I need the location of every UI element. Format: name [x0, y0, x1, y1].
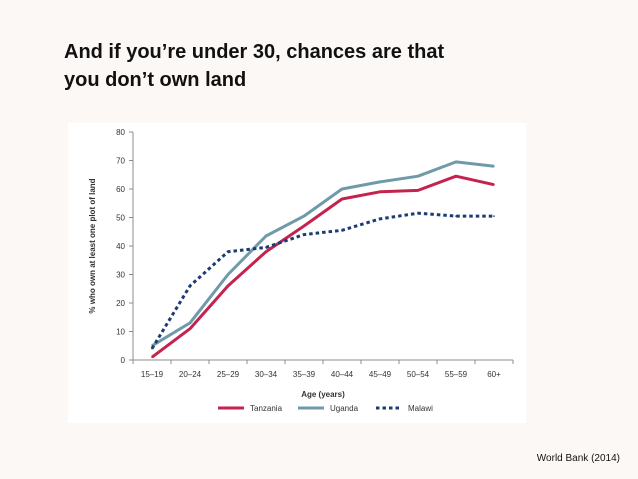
- data-point-uganda: [341, 188, 343, 190]
- data-point-tanzania: [303, 225, 305, 227]
- y-tick-label: 0: [121, 356, 126, 365]
- x-tick-label: 20–24: [179, 370, 202, 379]
- y-tick-label: 80: [116, 128, 125, 137]
- data-point-uganda: [455, 161, 457, 163]
- data-point-uganda: [189, 322, 191, 324]
- data-point-uganda: [303, 215, 305, 217]
- chart-panel: 0 10 20 30 40 50 60 70 80 15–19 20–24 25–29 30–34 35–…: [68, 123, 526, 423]
- x-tick-label: 50–54: [407, 370, 430, 379]
- data-point-uganda: [417, 175, 419, 177]
- y-tick-label: 40: [116, 242, 125, 251]
- data-point-tanzania: [151, 356, 153, 358]
- x-tick-label: 45–49: [369, 370, 392, 379]
- x-tick-label: 30–34: [255, 370, 278, 379]
- y-tick-label: 50: [116, 214, 125, 223]
- data-point-uganda: [265, 235, 267, 237]
- series-line-uganda: [151, 160, 495, 348]
- x-tick-label: 15–19: [141, 370, 164, 379]
- land-ownership-line-chart: 0 10 20 30 40 50 60 70 80 15–19 20–24 25–29 30–34 35–…: [88, 128, 514, 413]
- x-tick-label: 55–59: [445, 370, 468, 379]
- data-point-malawi: [265, 246, 267, 249]
- legend-label-malawi: Malawi: [408, 404, 433, 413]
- slide-title-line-2: you don’t own land: [64, 69, 247, 91]
- data-point-uganda: [227, 273, 229, 276]
- series-line-malawi: [150, 211, 494, 350]
- x-tick-label: 35–39: [293, 370, 316, 379]
- y-tick-label: 10: [116, 328, 125, 337]
- data-point-malawi: [493, 215, 495, 217]
- data-point-malawi: [379, 218, 381, 220]
- data-point-malawi: [417, 212, 419, 215]
- data-point-malawi: [303, 233, 305, 236]
- legend-label-uganda: Uganda: [330, 404, 359, 413]
- y-tick-label: 70: [116, 157, 125, 166]
- data-point-tanzania: [455, 175, 457, 177]
- slide-title-line-1: And if you’re under 30, chances are that: [64, 41, 445, 63]
- y-tick-label: 30: [116, 271, 125, 280]
- data-point-tanzania: [227, 285, 229, 287]
- data-point-malawi: [455, 215, 457, 217]
- source-citation: World Bank (2014): [536, 453, 620, 464]
- data-point-tanzania: [189, 327, 191, 330]
- data-point-tanzania: [265, 250, 267, 253]
- x-axis-title: Age (years): [301, 390, 345, 399]
- data-point-tanzania: [341, 198, 343, 200]
- data-point-tanzania: [493, 183, 495, 186]
- slide-title: And if you’re under 30, chances are that…: [64, 38, 584, 94]
- data-point-malawi: [227, 250, 229, 253]
- data-point-uganda: [493, 165, 495, 167]
- x-tick-label: 25–29: [217, 370, 240, 379]
- data-point-malawi: [341, 229, 343, 232]
- data-point-tanzania: [417, 189, 419, 192]
- x-tick-label: 40–44: [331, 370, 354, 379]
- series-line-tanzania: [151, 174, 495, 359]
- y-tick-label: 20: [116, 299, 125, 308]
- data-point-tanzania: [379, 191, 381, 193]
- y-tick-label: 60: [116, 185, 125, 194]
- y-axis-title: % who own at least one plot of land: [88, 178, 97, 313]
- data-point-uganda: [379, 181, 381, 183]
- legend-label-tanzania: Tanzania: [250, 404, 283, 413]
- data-point-malawi: [189, 285, 191, 287]
- x-tick-label: 60+: [487, 370, 501, 379]
- data-point-malawi: [151, 347, 153, 350]
